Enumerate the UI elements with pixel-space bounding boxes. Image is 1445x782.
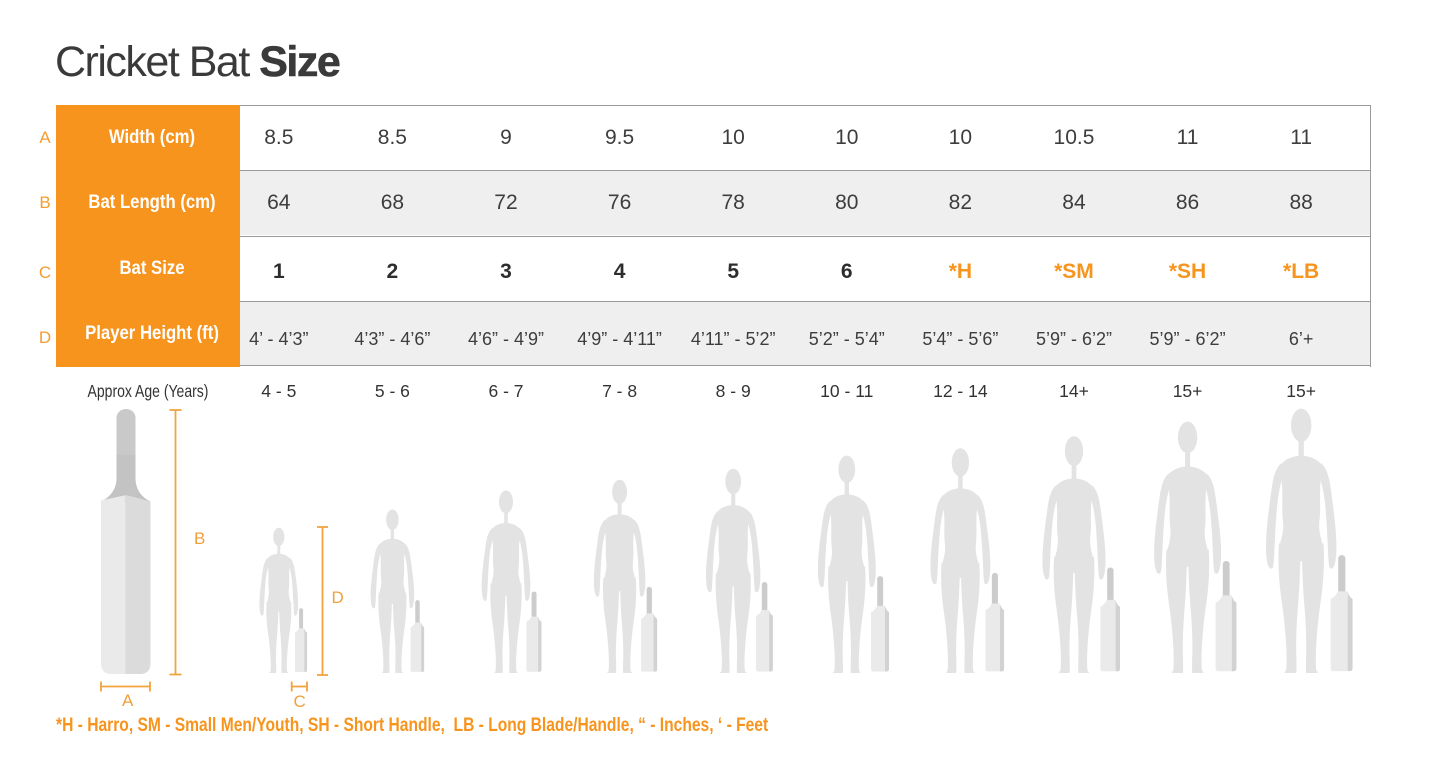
- svg-text:D: D: [332, 588, 344, 607]
- svg-text:B: B: [194, 529, 205, 548]
- svg-text:C: C: [294, 692, 306, 711]
- svg-text:A: A: [122, 691, 134, 710]
